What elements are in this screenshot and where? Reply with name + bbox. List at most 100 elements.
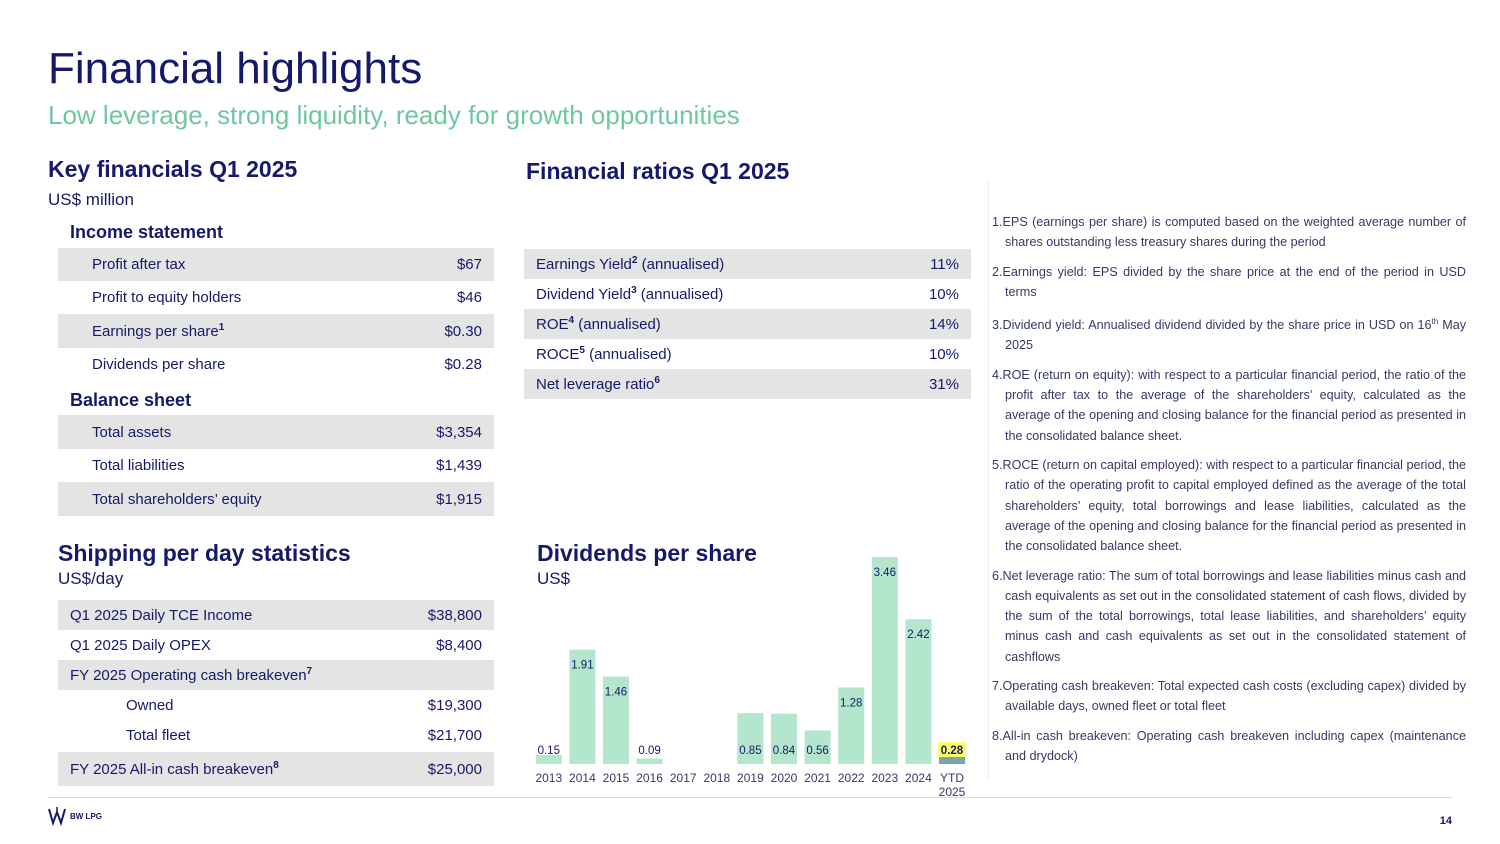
- ratio-value: 10%: [928, 285, 959, 303]
- row-value: $1,915: [436, 490, 482, 508]
- data-label: 0.09: [638, 745, 660, 757]
- x-tick-label: 2020: [771, 771, 798, 785]
- x-tick-label: 2019: [737, 771, 764, 785]
- bw-lpg-logo: BW LPG: [48, 806, 102, 826]
- balance-sheet-heading: Balance sheet: [70, 390, 192, 410]
- ratio-label: Dividend Yield: [536, 286, 632, 303]
- footnote-item: 6.Net leverage ratio: The sum of total b…: [992, 568, 1466, 664]
- ratio-label: Earnings Yield: [536, 256, 632, 273]
- x-tick-label: 2023: [871, 771, 898, 785]
- shipping-heading: Shipping per day statistics: [58, 540, 351, 566]
- row-label: Profit after tax: [92, 256, 186, 273]
- financial-ratios-heading: Financial ratios Q1 2025: [526, 158, 790, 184]
- footnote-item: 1.EPS (earnings per share) is computed b…: [992, 215, 1466, 250]
- bar-2024: [905, 619, 932, 764]
- x-tick-label: 2015: [603, 771, 630, 785]
- dividends-chart-title: Dividends per share: [537, 540, 757, 566]
- ratio-row-net-leverage: Net leverage ratio6 31%: [524, 369, 971, 399]
- income-row-profit-to-equity: Profit to equity holders $46: [58, 281, 494, 314]
- footnote-item: 4.ROE (return on equity): with respect t…: [992, 367, 1466, 443]
- income-statement-heading: Income statement: [70, 222, 224, 242]
- row-label: Total assets: [92, 423, 172, 441]
- row-value: $0.28: [444, 356, 482, 373]
- data-label: 0.15: [538, 745, 560, 757]
- ratio-label: ROE: [536, 316, 569, 333]
- data-label-highlight: [938, 742, 966, 757]
- data-label: 0.84: [773, 745, 796, 757]
- row-value: $1,439: [436, 457, 482, 474]
- ratio-row-earnings-yield: Earnings Yield2 (annualised) 11%: [524, 249, 971, 279]
- column-divider: [988, 180, 989, 780]
- row-label: Total shareholders’ equity: [92, 490, 262, 508]
- row-label: Total liabilities: [92, 457, 185, 474]
- row-label: Dividends per share: [92, 356, 226, 373]
- ratio-label: Net leverage ratio: [536, 376, 655, 393]
- footer-divider: [48, 797, 1452, 798]
- ratio-label-suffix: (annualised): [574, 316, 661, 333]
- data-label: 0.28: [941, 745, 964, 757]
- page-title: Financial highlights: [48, 44, 423, 93]
- bar-2016: [636, 758, 663, 764]
- footnote-ref: 5: [579, 345, 585, 356]
- ratio-label-suffix: (annualised): [637, 256, 725, 273]
- shipping-unit: US$/day: [58, 569, 124, 588]
- footnote-item: 3.Dividend yield: Annualised dividend di…: [992, 316, 1466, 353]
- shipping-row-opex: Q1 2025 Daily OPEX $8,400: [58, 630, 494, 660]
- bar-2022: [838, 687, 865, 764]
- footnote-ref: 7: [306, 666, 313, 677]
- data-label: 3.46: [874, 567, 896, 579]
- balance-row-total-equity: Total shareholders’ equity $1,915: [58, 482, 494, 516]
- row-label: FY 2025 Operating cash breakeven: [70, 667, 307, 684]
- ratio-value: 31%: [928, 375, 959, 393]
- row-value: $25,000: [427, 760, 482, 778]
- x-tick-label: 2014: [569, 771, 596, 785]
- logo-text: BW LPG: [70, 811, 102, 821]
- row-value: $46: [456, 289, 482, 306]
- footnote-ref: 2: [631, 255, 638, 266]
- footnote-item: 5.ROCE (return on capital employed): wit…: [992, 458, 1466, 554]
- row-label: Owned: [126, 696, 174, 714]
- ratio-row-dividend-yield: Dividend Yield3 (annualised) 10%: [524, 279, 971, 309]
- ratio-label-suffix: (annualised): [636, 286, 724, 303]
- ratio-value: 10%: [928, 345, 959, 363]
- ratio-value: 14%: [928, 315, 959, 333]
- row-label: Earnings per share: [92, 323, 219, 340]
- footnote-item: 7.Operating cash breakeven: Total expect…: [992, 679, 1466, 714]
- bar-2014: [569, 649, 596, 764]
- row-label: Q1 2025 Daily OPEX: [70, 636, 211, 654]
- row-label: FY 2025 All-in cash breakeven: [70, 761, 274, 778]
- key-financials-heading: Key financials Q1 2025: [48, 156, 298, 182]
- balance-row-total-assets: Total assets $3,354: [58, 415, 494, 449]
- row-value: $67: [456, 256, 482, 273]
- x-tick-label: 2025: [939, 785, 966, 799]
- row-value: $21,700: [427, 726, 482, 744]
- x-tick-label: 2022: [838, 771, 865, 785]
- page-subtitle: Low leverage, strong liquidity, ready fo…: [48, 100, 740, 130]
- bar-2023: [871, 557, 898, 764]
- bar-2020: [771, 713, 797, 764]
- footnote-ref: 8: [273, 760, 279, 771]
- row-label: Profit to equity holders: [92, 289, 242, 306]
- key-financials-unit: US$ million: [48, 190, 134, 209]
- data-label: 1.28: [840, 697, 862, 709]
- ratio-label: ROCE: [536, 346, 580, 363]
- footnote-ref: 6: [654, 375, 660, 386]
- page-number: 14: [1439, 815, 1452, 827]
- data-label: 0.56: [806, 745, 828, 757]
- x-tick-label: 2018: [703, 771, 730, 785]
- bar-2013: [535, 755, 562, 764]
- balance-row-total-liabilities: Total liabilities $1,439: [58, 449, 494, 482]
- footnote-ref: 3: [631, 285, 637, 296]
- data-label: 2.42: [907, 629, 929, 641]
- ratio-row-roe: ROE4 (annualised) 14%: [524, 309, 971, 339]
- row-value: $19,300: [427, 696, 482, 714]
- income-row-dps: Dividends per share $0.28: [58, 348, 494, 381]
- shipping-row-owned: Owned $19,300: [58, 690, 494, 720]
- income-row-profit-after-tax: Profit after tax $67: [58, 248, 494, 281]
- income-row-eps: Earnings per share1 $0.30: [58, 314, 494, 348]
- x-tick-label: 2017: [670, 771, 697, 785]
- row-value: $0.30: [444, 322, 482, 340]
- dividends-chart-unit: US$: [537, 569, 571, 588]
- row-label: Total fleet: [126, 726, 191, 744]
